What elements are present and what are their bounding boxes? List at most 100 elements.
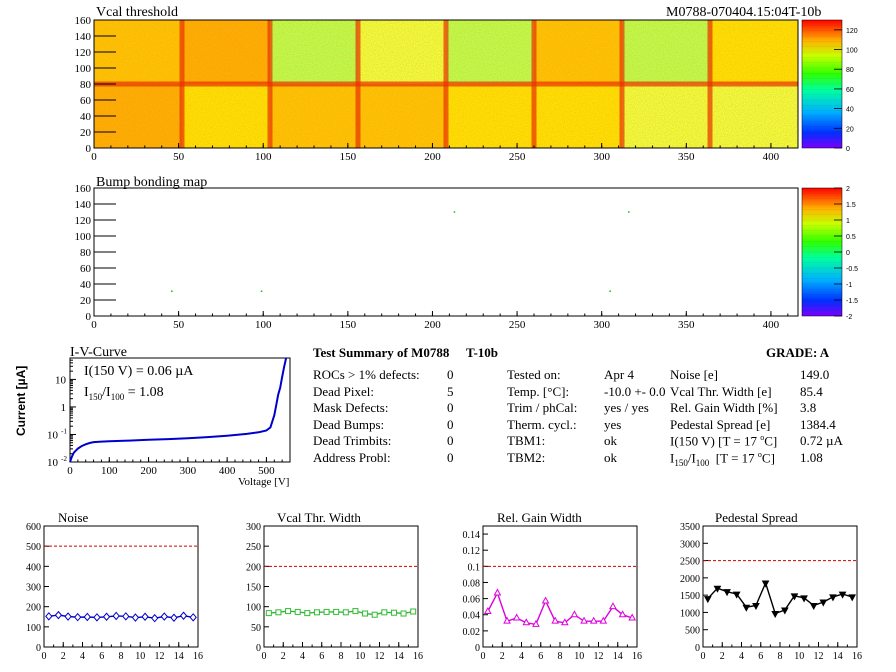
x-tick-label: 50 [173, 319, 185, 331]
y-tick-label: 400 [26, 562, 41, 573]
y-tick-label: 100 [75, 231, 92, 243]
palette-tick-label: 0 [846, 146, 850, 153]
palette-tick-label: 100 [846, 48, 858, 55]
chart-frame [43, 525, 199, 648]
data-point [102, 612, 111, 622]
summary-value: 1384.4 [800, 416, 836, 432]
data-point [54, 610, 63, 620]
palette-tick-label: 40 [846, 107, 854, 114]
x-tick-label: 300 [593, 319, 610, 331]
bump-title: Bump bonding map [96, 175, 208, 190]
palette-tick-label: 0 [846, 250, 850, 257]
palette-tick-label: 20 [846, 126, 854, 133]
y-tick-label: 40 [80, 111, 92, 123]
data-point [503, 616, 511, 624]
x-tick-label: 6 [319, 651, 324, 662]
data-point [780, 607, 789, 615]
x-tick-label: 0 [42, 651, 47, 662]
x-tick-label: 350 [678, 319, 695, 331]
x-tick-label: 0 [91, 151, 97, 163]
data-point [112, 611, 120, 621]
data-point [589, 616, 598, 624]
y-tick-label: 0 [36, 643, 41, 654]
x-tick-label: 6 [99, 651, 104, 662]
y-tick-label: 0 [256, 643, 261, 654]
summary-value: 0 [447, 400, 454, 416]
x-tick-label: 4 [739, 651, 744, 662]
x-tick-label: 12 [375, 651, 385, 662]
data-point [609, 602, 617, 610]
summary-label: Pedestal Spread [e] [670, 416, 771, 432]
series-line [48, 614, 194, 619]
x-tick-label: 350 [678, 151, 695, 163]
x-tick-label: 100 [101, 465, 118, 477]
summary-value: ok [604, 450, 617, 465]
x-tick-label: 500 [258, 465, 275, 477]
data-point [723, 589, 731, 597]
y-tick-exponent: -1 [61, 427, 67, 435]
x-tick-label: 8 [558, 651, 563, 662]
iv-ylabel: Current [µA] [14, 365, 28, 436]
iv-annotation-1: I(150 V) = 0.06 µA [84, 364, 194, 379]
palette-tick-label: -0.5 [846, 266, 858, 273]
data-point [304, 610, 311, 617]
gain-width-title: Rel. Gain Width [497, 510, 582, 525]
summary-value: 0 [447, 367, 454, 382]
x-tick-label: 250 [509, 319, 526, 331]
data-point [560, 618, 569, 626]
x-tick-label: 12 [814, 651, 824, 662]
data-point [294, 608, 301, 615]
y-tick-label: 20 [80, 295, 92, 307]
summary-label: Temp. [°C]: [507, 383, 570, 399]
data-point [599, 616, 608, 624]
y-tick-label: 500 [26, 542, 41, 553]
data-point [352, 608, 359, 615]
x-tick-label: 14 [174, 651, 184, 662]
x-tick-label: 0 [91, 319, 97, 331]
summary-value: 1.08 [800, 450, 823, 465]
palette-tick-label: 1 [846, 218, 850, 225]
y-tick-label: 0.12 [463, 546, 481, 557]
x-tick-label: 0 [701, 651, 706, 662]
summary-label: Dead Pixel: [313, 383, 375, 399]
y-tick-label: 50 [251, 623, 261, 634]
x-tick-label: 2 [281, 651, 286, 662]
y-tick-label: 160 [75, 183, 92, 195]
iv-annotation-2: I150/I100 = 1.08 [84, 385, 164, 402]
y-tick-label: 80 [80, 79, 92, 91]
y-tick-label: 0.04 [463, 611, 481, 622]
summary-label: Rel. Gain Width [%] [670, 400, 778, 416]
x-tick-label: 100 [255, 151, 272, 163]
y-tick-label: 0.14 [463, 530, 481, 541]
y-tick-label: 600 [26, 522, 41, 533]
summary-value: 85.4 [800, 383, 823, 399]
x-tick-label: 300 [593, 151, 610, 163]
iv-xlabel: Voltage [V] [238, 476, 290, 488]
x-tick-label: 8 [119, 651, 124, 662]
x-tick-label: 250 [509, 151, 526, 163]
dead-bump [453, 211, 456, 213]
x-tick-label: 2 [61, 651, 66, 662]
data-point [742, 604, 751, 612]
data-point [265, 610, 272, 617]
y-tick-label: 80 [80, 247, 92, 259]
data-point [275, 609, 282, 616]
y-tick-label: 60 [80, 95, 92, 107]
y-tick-label: 2500 [680, 557, 700, 568]
iv-curve-line [69, 357, 288, 463]
data-point [371, 611, 378, 618]
y-tick-label: 120 [75, 47, 92, 59]
x-tick-label: 2 [720, 651, 725, 662]
data-point [342, 609, 349, 616]
chart-frame [702, 525, 858, 648]
x-tick-label: 10 [355, 651, 365, 662]
x-tick-label: 300 [180, 465, 197, 477]
x-tick-label: 16 [413, 651, 423, 662]
data-point [170, 613, 178, 623]
data-point [141, 612, 149, 622]
y-tick-label: 3500 [680, 522, 700, 533]
data-point [800, 595, 808, 603]
data-point [628, 613, 637, 621]
y-tick-label: 160 [75, 15, 92, 27]
